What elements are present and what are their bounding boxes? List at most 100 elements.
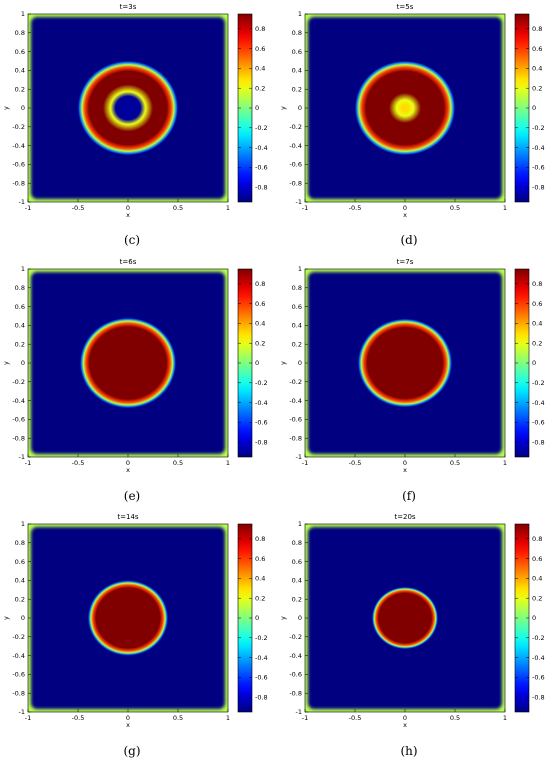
x-tick-label: 1 [226, 459, 230, 467]
chart-title: t=20s [394, 513, 416, 521]
colorbar-tick-label: 0.2 [255, 84, 265, 92]
y-tick-label: -1 [19, 708, 25, 716]
y-tick-label: 1 [298, 520, 302, 528]
colorbar-tick-label: -0.8 [255, 438, 268, 446]
y-tick-label: 1 [21, 520, 25, 528]
x-tick-label: 0 [126, 459, 130, 467]
x-tick-label: -1 [302, 204, 308, 212]
y-tick-label: -0.2 [289, 378, 302, 386]
colorbar-tick-label: 0.6 [255, 555, 265, 563]
y-tick-label: -0.2 [289, 123, 302, 131]
y-tick-label: 0.8 [15, 539, 25, 547]
colorbar-tick-label: 0.2 [255, 339, 265, 347]
x-axis-label: x [403, 721, 407, 729]
y-tick-label: -0.6 [12, 416, 25, 424]
y-tick-label: -0.2 [12, 123, 25, 131]
y-tick-label: 0.4 [292, 322, 302, 330]
heatmap-chart-d: t=5s -1 -0.5 0 0.5 1 x 1 0.8 0.6 0.4 0.2 0 -0.2 -0.4 -0… [279, 3, 545, 219]
colorbar-tick-label: 0.4 [255, 320, 265, 328]
x-tick-label: 0 [126, 204, 130, 212]
colorbar-tick-label: 0.2 [255, 594, 265, 602]
x-tick-label: -0.5 [349, 459, 362, 467]
y-tick-label: 0.6 [15, 303, 25, 311]
y-tick-label: -0.8 [289, 179, 302, 187]
colorbar-tick-label: 0.6 [255, 300, 265, 308]
y-tick-label: 0.8 [292, 29, 302, 37]
y-axis-label: y [279, 616, 287, 620]
heatmap-chart-f: t=7s -1 -0.5 0 0.5 1 x 1 0.8 0.6 0.4 0.2 0 -0.2 -0.4 -0… [279, 258, 545, 474]
colorbar-tick-label: -0.2 [532, 124, 545, 132]
x-tick-label: -1 [25, 204, 31, 212]
colorbar-tick-label: -0.4 [255, 654, 268, 662]
caption-c: (c) [123, 233, 141, 247]
y-tick-label: -0.6 [12, 671, 25, 679]
colorbar-tick-label: 0.2 [532, 339, 542, 347]
colorbar-tick-label: 0.8 [255, 280, 265, 288]
colorbar-tick-label: 0.6 [532, 45, 542, 53]
y-tick-label: -0.4 [12, 652, 25, 660]
colorbar-tick-label: -0.6 [255, 164, 268, 172]
y-tick-label: 1 [21, 265, 25, 273]
colorbar-tick-label: -0.2 [255, 379, 268, 387]
y-tick-label: 0.4 [15, 577, 25, 585]
colorbar-tick-label: -0.8 [532, 693, 545, 701]
y-tick-label: -0.8 [289, 434, 302, 442]
y-tick-label: 0.4 [292, 67, 302, 75]
panel-e: t=6s -1 -0.5 0 0.5 1 x 1 0.8 0.6 0.4 0.2 0 -0.2 -0.4 -0… [0, 255, 270, 505]
colorbar-tick-label: 0.8 [532, 280, 542, 288]
y-tick-label: -0.6 [289, 161, 302, 169]
caption-f: (f) [402, 489, 416, 503]
y-tick-label: 1 [298, 265, 302, 273]
x-axis-label: x [126, 211, 130, 219]
chart-title: t=14s [117, 513, 139, 521]
y-tick-label: 0.2 [292, 85, 302, 93]
colorbar-tick-label: -0.6 [532, 164, 545, 172]
y-tick-label: -0.2 [12, 378, 25, 386]
heatmap-field [305, 524, 505, 712]
chart-title: t=3s [120, 3, 137, 11]
y-tick-label: -0.6 [12, 161, 25, 169]
y-tick-label: 0.2 [15, 85, 25, 93]
caption-g: (g) [123, 744, 141, 758]
y-axis-label: y [2, 361, 10, 365]
y-tick-label: 0.4 [15, 322, 25, 330]
x-tick-label: -0.5 [349, 204, 362, 212]
colorbar-tick-label: 0.2 [532, 84, 542, 92]
y-tick-label: 0.2 [15, 595, 25, 603]
heatmap-field [28, 14, 228, 202]
heatmap-chart-g: t=14s -1 -0.5 0 0.5 1 x 1 0.8 0.6 0.4 0.2 0 -0.2 -0.4 -… [2, 513, 268, 729]
y-axis-label: y [279, 106, 287, 110]
field-ring [78, 61, 178, 155]
colorbar-tick-label: 0.4 [532, 320, 542, 328]
colorbar-tick-label: 0.4 [255, 575, 265, 583]
colorbar-tick-label: -0.2 [532, 634, 545, 642]
colorbar-tick-label: 0 [255, 104, 259, 112]
colorbar-tick-label: -0.4 [532, 654, 545, 662]
x-tick-label: 0.5 [450, 459, 460, 467]
colorbar-tick-label: 0.2 [532, 594, 542, 602]
colorbar-tick-label: -0.8 [532, 438, 545, 446]
x-tick-label: 0.5 [173, 459, 183, 467]
heatmap-field [305, 14, 505, 202]
colorbar-tick-label: -0.4 [255, 144, 268, 152]
x-tick-label: 0.5 [450, 204, 460, 212]
y-tick-label: 0.2 [292, 340, 302, 348]
panel-g: t=14s -1 -0.5 0 0.5 1 x 1 0.8 0.6 0.4 0.2 0 -0.2 -0.4 -… [0, 510, 270, 760]
colorbar-tick-label: 0.8 [532, 535, 542, 543]
colorbar-tick-label: -0.6 [532, 674, 545, 682]
y-tick-label: -0.8 [12, 689, 25, 697]
y-axis-label: y [2, 616, 10, 620]
y-tick-label: 0.6 [292, 558, 302, 566]
y-tick-label: 0 [298, 359, 302, 367]
x-axis-label: x [403, 211, 407, 219]
y-tick-label: -1 [19, 198, 25, 206]
field-ring [80, 317, 176, 409]
field-ring [355, 61, 455, 155]
y-tick-label: -1 [296, 708, 302, 716]
colorbar-tick-label: 0 [255, 614, 259, 622]
y-tick-label: 0.4 [15, 67, 25, 75]
y-tick-label: 1 [298, 10, 302, 18]
caption-e: (e) [123, 489, 141, 503]
colorbar-tick-label: -0.8 [532, 183, 545, 191]
caption-h: (h) [400, 744, 418, 758]
